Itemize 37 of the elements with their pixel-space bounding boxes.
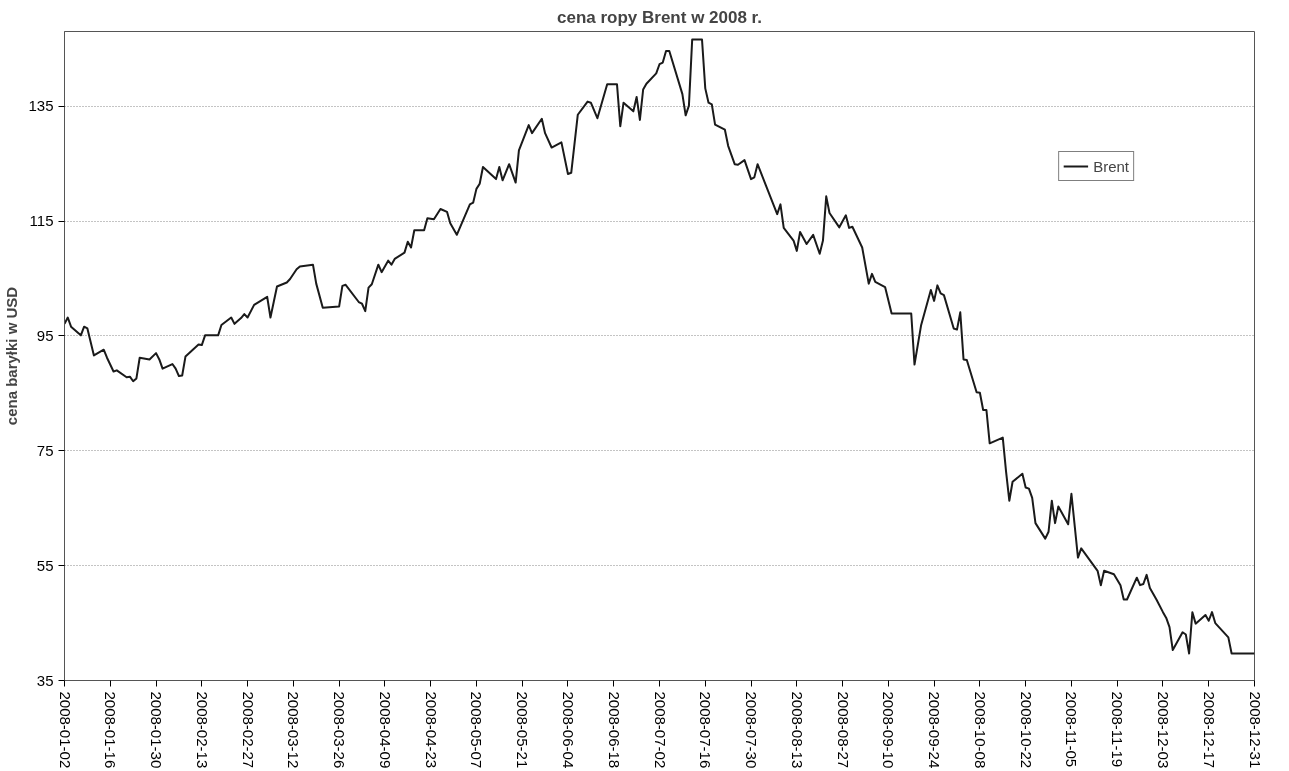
x-tick-label: 2008-06-18: [605, 691, 623, 769]
x-tick-label: 2008-12-17: [1200, 691, 1218, 769]
x-tick-label: 2008-03-26: [331, 691, 349, 769]
x-tick-label: 2008-07-02: [651, 691, 669, 769]
y-tick-label: 75: [36, 441, 54, 459]
x-tick-label: 2008-09-24: [926, 691, 944, 769]
legend-label: Brent: [1093, 157, 1129, 175]
y-tick-label: 135: [28, 97, 54, 115]
x-tick-label: 2008-05-21: [514, 691, 532, 769]
x-tick-label: 2008-12-03: [1154, 691, 1172, 769]
x-tick-label: 2008-09-10: [880, 691, 898, 769]
y-tick-label: 35: [36, 671, 54, 689]
x-tick-label: 2008-10-08: [971, 691, 989, 769]
y-tick-label: 55: [36, 556, 54, 574]
x-tick-label: 2008-08-13: [788, 691, 806, 769]
x-tick-label: 2008-01-16: [102, 691, 120, 769]
x-tick-label: 2008-03-12: [285, 691, 303, 769]
x-tick-label: 2008-07-30: [743, 691, 761, 769]
x-tick-label: 2008-11-19: [1109, 691, 1127, 768]
x-tick-label: 2008-01-30: [148, 691, 166, 769]
x-tick-label: 2008-07-16: [697, 691, 715, 769]
y-axis-title: cena baryłki w USD: [3, 286, 21, 426]
x-tick-label: 2008-04-09: [376, 691, 394, 769]
x-tick-label: 2008-05-07: [468, 691, 486, 769]
chart-title: cena ropy Brent w 2008 r.: [556, 7, 763, 27]
x-tick-label: 2008-11-05: [1063, 691, 1081, 768]
x-tick-label: 2008-06-04: [559, 691, 577, 769]
line-series: [64, 38, 1255, 655]
x-tick-label: 2008-04-23: [422, 691, 440, 769]
x-tick-label: 2008-02-27: [239, 691, 257, 769]
x-tick-label: 2008-02-13: [193, 691, 211, 769]
x-tick-label: 2008-01-02: [56, 691, 74, 769]
y-tick-label: 115: [29, 212, 54, 230]
x-tick-label: 2008-10-22: [1017, 691, 1035, 769]
x-tick-label: 2008-08-27: [834, 691, 852, 769]
y-tick-label: 95: [36, 326, 54, 344]
x-tick-label: 2008-12-31: [1246, 691, 1264, 769]
